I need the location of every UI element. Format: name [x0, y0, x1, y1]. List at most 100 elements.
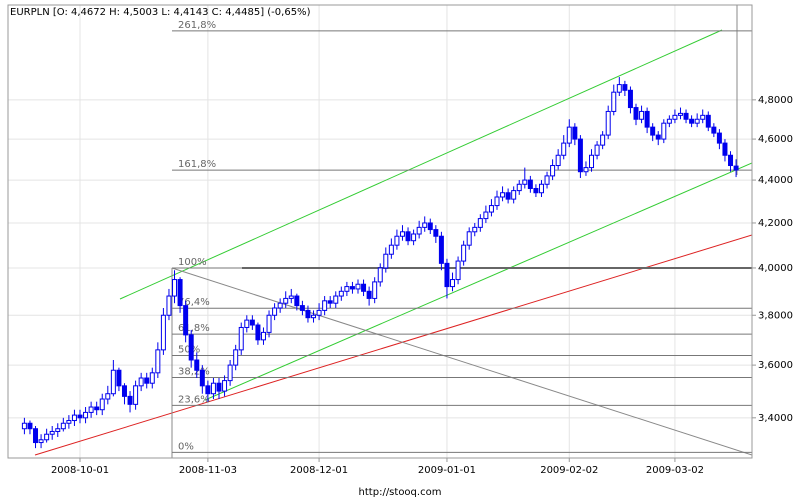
candle-body [283, 297, 289, 304]
candle-body [94, 406, 100, 411]
candle-body [71, 414, 77, 422]
candle-body [38, 439, 44, 444]
candle-body [194, 359, 200, 371]
candle-body [183, 305, 189, 336]
candle-body [550, 165, 556, 177]
y-tick-label: 3,4000 [758, 413, 793, 424]
candle-body [600, 134, 606, 146]
candle-body [372, 281, 378, 299]
candle-body [277, 302, 283, 309]
candle-body [55, 428, 61, 432]
candle-body [527, 179, 533, 189]
candle-body [728, 154, 734, 167]
candle-body [188, 334, 194, 361]
fib-label: 261,8% [178, 20, 216, 31]
candle-body [711, 126, 717, 134]
y-tick-label: 3,6000 [758, 360, 793, 371]
fib-label: 38,2% [178, 366, 210, 377]
candle-body [594, 144, 600, 156]
candle-body [472, 226, 478, 233]
y-tick-label: 4,6000 [758, 134, 793, 145]
candle-body [166, 295, 172, 316]
x-tick-label: 2009-03-02 [646, 465, 704, 476]
candle-body [444, 262, 450, 288]
candle-body [144, 377, 150, 384]
candle-body [155, 349, 161, 374]
candle-body [33, 428, 39, 444]
candle-body [249, 319, 255, 326]
candle-body [322, 300, 328, 311]
fib-diagonal [171, 267, 752, 456]
candle-body [377, 267, 383, 283]
axes: 3,4000 3,6000 3,8000 4,0000 4,2000 4,4000 4,60… [51, 95, 793, 476]
candle-body [677, 112, 683, 116]
candle-body [405, 231, 411, 242]
candle-body [466, 231, 472, 246]
candle-body [349, 286, 355, 290]
candle-body [533, 187, 539, 194]
candle-body [133, 385, 139, 405]
candle-body [388, 244, 394, 255]
candle-body [622, 84, 628, 91]
candle-body [500, 192, 506, 198]
candle-body [366, 290, 372, 299]
candle-body [700, 114, 706, 120]
channel-upper [119, 29, 723, 300]
candle-body [172, 279, 178, 297]
candle-body [450, 279, 456, 288]
y-tick-label: 4,2000 [758, 218, 793, 229]
candle-body [288, 295, 294, 299]
candle-body [21, 422, 27, 430]
candle-body [199, 369, 205, 387]
y-tick-label: 4,8000 [758, 95, 793, 106]
plot-frame [7, 4, 753, 459]
candle-body [555, 154, 561, 167]
candle-body [438, 235, 444, 264]
candle-body [522, 179, 528, 185]
candle-body [77, 414, 83, 419]
candle-body [689, 118, 695, 124]
candle-body [516, 183, 522, 192]
candle-body [605, 110, 611, 136]
candle-body [210, 382, 216, 395]
candle-body [661, 122, 667, 140]
candle-body [383, 253, 389, 269]
candle-body [66, 420, 72, 424]
candle-body [222, 380, 228, 392]
candle-body [505, 192, 511, 200]
candle-body [233, 349, 239, 366]
candle-body [566, 126, 572, 144]
candle-body [394, 235, 400, 246]
y-tick-label: 4,4000 [758, 175, 793, 186]
candle-body [333, 295, 339, 304]
fib-label: 76,4% [178, 297, 210, 308]
candle-body [355, 283, 361, 290]
candle-body [305, 309, 311, 319]
candle-body [121, 385, 127, 397]
candle-body [616, 84, 622, 93]
candle-body [427, 222, 433, 231]
candle-body [477, 218, 483, 228]
candle-body [216, 382, 222, 392]
candle-body [160, 314, 166, 351]
candle-body [639, 110, 645, 120]
candle-body [494, 196, 500, 207]
candle-body [650, 126, 656, 136]
candle-body [177, 279, 183, 307]
candle-body [705, 114, 711, 128]
candle-body [83, 411, 89, 419]
candle-body [572, 126, 578, 140]
candle-body [116, 369, 122, 387]
y-tick-label: 3,8000 [758, 310, 793, 321]
candle-body [411, 233, 417, 242]
candle-body [316, 309, 322, 316]
candle-body [338, 290, 344, 297]
x-tick-label: 2008-12-01 [290, 465, 348, 476]
candle-body [577, 138, 583, 173]
candle-body [544, 175, 550, 185]
candle-body [361, 283, 367, 292]
candle-body [672, 114, 678, 120]
candle-body [561, 142, 567, 156]
fib-label: 61,8% [178, 323, 210, 334]
